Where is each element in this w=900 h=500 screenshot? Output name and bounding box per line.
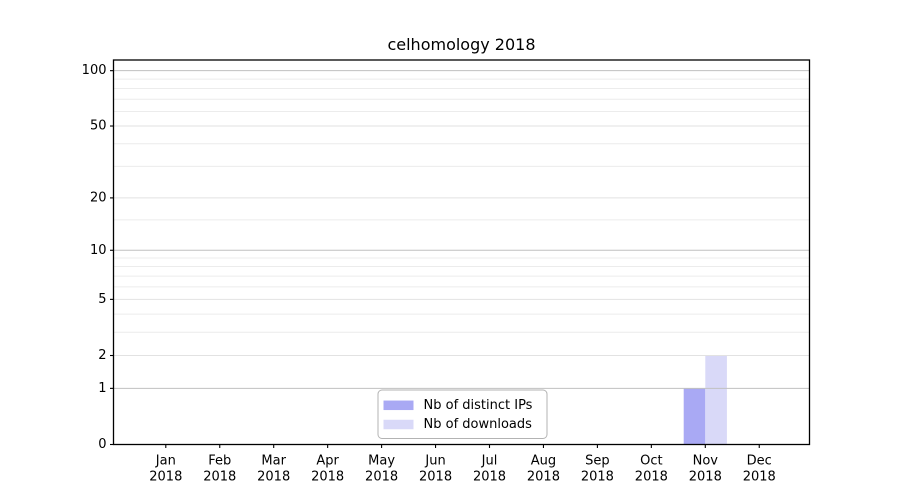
legend-label-distinct-ips: Nb of distinct IPs bbox=[424, 398, 533, 413]
y-axis-tick-label: 5 bbox=[98, 292, 106, 307]
x-axis-tick-label-year: 2018 bbox=[635, 470, 668, 485]
x-axis-tick-label-month: Oct bbox=[640, 454, 662, 469]
x-axis-tick-label-year: 2018 bbox=[743, 470, 776, 485]
x-axis-tick-label-year: 2018 bbox=[473, 470, 506, 485]
x-axis-tick-label-month: Apr bbox=[316, 454, 339, 469]
x-axis-tick-label-year: 2018 bbox=[257, 470, 290, 485]
x-axis-tick-label-year: 2018 bbox=[419, 470, 452, 485]
x-axis-tick-label-month: Jul bbox=[481, 454, 498, 469]
x-axis-tick-label-month: Sep bbox=[585, 454, 610, 469]
x-axis-tick-label-year: 2018 bbox=[365, 470, 398, 485]
x-axis-tick-label-month: Jun bbox=[424, 454, 445, 469]
legend-label-downloads: Nb of downloads bbox=[424, 417, 533, 432]
x-axis-tick-label-month: Mar bbox=[261, 454, 286, 469]
x-axis-tick-label-month: Nov bbox=[693, 454, 719, 469]
y-axis-tick-label: 2 bbox=[98, 348, 106, 363]
x-axis-tick-label-month: Aug bbox=[531, 454, 556, 469]
y-axis-tick-label: 20 bbox=[90, 190, 107, 205]
x-axis-tick-label-month: Jan bbox=[155, 454, 176, 469]
chart-title: celhomology 2018 bbox=[387, 35, 536, 54]
y-axis-tick-label: 100 bbox=[82, 63, 107, 78]
x-axis-tick-label-month: May bbox=[368, 454, 395, 469]
legend-swatch-downloads bbox=[383, 419, 414, 430]
legend-box bbox=[377, 389, 548, 439]
x-axis-tick-label-year: 2018 bbox=[311, 470, 344, 485]
x-axis-tick-label-year: 2018 bbox=[203, 470, 236, 485]
x-axis-tick-label-year: 2018 bbox=[149, 470, 182, 485]
legend-swatch-distinct-ips bbox=[383, 400, 414, 411]
y-axis-tick-label: 50 bbox=[90, 119, 107, 134]
x-axis-tick-label-year: 2018 bbox=[581, 470, 614, 485]
y-axis-tick-label: 10 bbox=[90, 243, 107, 258]
plot-border bbox=[112, 59, 811, 446]
bar-distinct-ips-nov bbox=[683, 388, 706, 445]
x-axis-tick-label-year: 2018 bbox=[689, 470, 722, 485]
y-axis-tick-label: 1 bbox=[98, 381, 106, 396]
y-axis-tick-label: 0 bbox=[98, 437, 106, 452]
bar-downloads-nov bbox=[705, 355, 727, 445]
x-axis-tick-label-month: Feb bbox=[208, 454, 231, 469]
x-axis-tick-label-month: Dec bbox=[747, 454, 772, 469]
x-axis-tick-label-year: 2018 bbox=[527, 470, 560, 485]
